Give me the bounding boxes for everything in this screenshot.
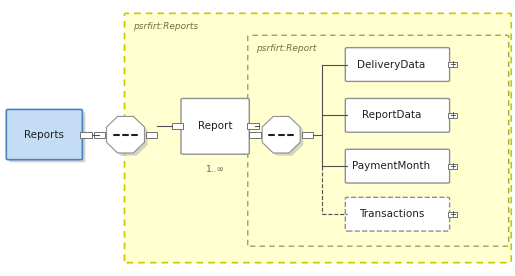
Bar	[448, 212, 457, 217]
Bar	[94, 132, 105, 138]
FancyBboxPatch shape	[346, 99, 450, 132]
Text: 1..∞: 1..∞	[205, 165, 225, 174]
Text: psrfirt:Reports: psrfirt:Reports	[133, 22, 198, 31]
Text: +: +	[449, 162, 456, 171]
Text: +: +	[449, 111, 456, 120]
FancyBboxPatch shape	[181, 99, 249, 154]
Text: psrfirt:Report: psrfirt:Report	[256, 44, 316, 53]
Text: DeliveryData: DeliveryData	[357, 60, 425, 70]
Text: +: +	[449, 60, 456, 69]
Bar	[448, 164, 457, 169]
Text: Report: Report	[198, 121, 232, 131]
FancyBboxPatch shape	[346, 197, 450, 231]
FancyBboxPatch shape	[125, 13, 511, 263]
Polygon shape	[262, 116, 300, 153]
Bar	[302, 132, 313, 138]
Text: Transactions: Transactions	[358, 209, 424, 219]
Text: PaymentMonth: PaymentMonth	[352, 161, 431, 171]
FancyBboxPatch shape	[9, 112, 85, 163]
Bar	[448, 113, 457, 118]
FancyBboxPatch shape	[349, 51, 453, 84]
FancyBboxPatch shape	[6, 110, 82, 160]
Text: +: +	[449, 210, 456, 219]
FancyBboxPatch shape	[184, 101, 252, 157]
Bar	[448, 62, 457, 67]
Bar	[249, 132, 261, 138]
Text: Reports: Reports	[24, 129, 64, 140]
Polygon shape	[107, 116, 145, 153]
Polygon shape	[110, 119, 148, 156]
Bar	[171, 123, 183, 129]
Text: ReportData: ReportData	[362, 110, 421, 120]
FancyBboxPatch shape	[349, 152, 453, 186]
FancyBboxPatch shape	[349, 200, 453, 234]
FancyBboxPatch shape	[346, 149, 450, 183]
FancyBboxPatch shape	[349, 101, 453, 135]
FancyBboxPatch shape	[248, 35, 509, 246]
FancyBboxPatch shape	[346, 48, 450, 81]
Bar	[146, 132, 158, 138]
Bar	[80, 132, 92, 138]
Polygon shape	[265, 119, 303, 156]
Bar	[247, 123, 259, 129]
